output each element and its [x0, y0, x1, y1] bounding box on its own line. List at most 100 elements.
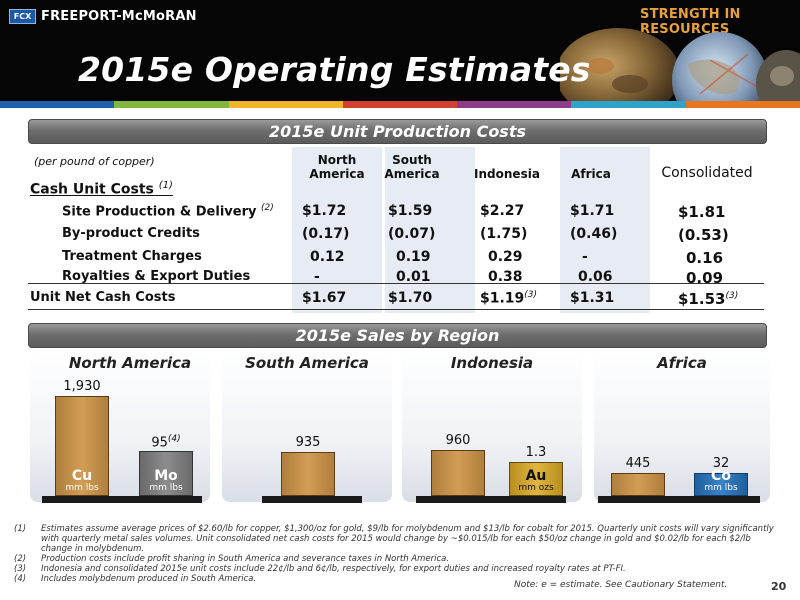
bar-value: 960	[445, 433, 471, 448]
bar-value: 935	[295, 435, 321, 450]
footnote: (3) Indonesia and consolidated 2015e unit…	[14, 564, 784, 574]
color-strip-segment	[571, 101, 686, 108]
cost-cell: (0.46)	[570, 226, 617, 242]
mineral-rock-globe-image	[560, 28, 800, 108]
bar-value: 1.3	[525, 445, 547, 460]
bar-value-label: 32	[684, 456, 758, 471]
cost-cell: (1.75)	[480, 226, 527, 242]
page-title: 2015e Operating Estimates	[78, 50, 591, 89]
bar-metal-label: Co mm lbs	[694, 468, 748, 494]
footnote-ref: (3)	[725, 291, 739, 301]
bar-value: 1,930	[63, 379, 101, 394]
total-rule-top	[28, 283, 764, 284]
bar-value-label: 1,930	[45, 379, 119, 394]
sales-bar-cobalt	[694, 473, 748, 496]
column-header-line: America	[309, 167, 365, 181]
bar-value-label: 1.3	[499, 445, 573, 460]
sales-bar-copper	[431, 450, 485, 496]
region-title-africa: Africa	[657, 354, 707, 372]
bar-baseline	[416, 496, 566, 503]
footnote-number: (4)	[14, 574, 27, 584]
color-strip-segment	[114, 101, 229, 108]
bar-value-label: 960	[421, 433, 495, 448]
cost-value: (0.53)	[678, 226, 729, 244]
cost-cell: 0.38	[488, 269, 523, 285]
cost-cell: (0.17)	[302, 226, 349, 242]
footnote: (2) Production costs include profit shari…	[14, 554, 784, 564]
cost-value: $1.71	[570, 203, 615, 219]
cost-cell: (0.07)	[388, 226, 435, 242]
footnote: (4) Includes molybdenum produced in South…	[14, 574, 784, 584]
cost-value: $1.72	[302, 203, 347, 219]
bar-baseline	[598, 496, 760, 503]
metal-symbol: Mo	[154, 468, 178, 484]
column-header-africa: Africa	[571, 167, 611, 181]
bar-value: 445	[625, 456, 651, 471]
cost-value: $1.67	[302, 290, 347, 306]
cost-cell: 0.19	[396, 249, 431, 265]
color-strip-segment	[228, 101, 343, 108]
row-label: Treatment Charges	[62, 249, 202, 264]
color-strip-segment	[685, 101, 800, 108]
cost-value: 0.29	[488, 249, 523, 265]
footnote-text: Includes molybdenum produced in South Am…	[41, 574, 257, 584]
cost-value: (0.07)	[388, 226, 436, 242]
column-header-north-america: North America	[292, 153, 382, 181]
cost-cell: 0.06	[578, 269, 613, 285]
sales-section-title: 2015e Sales by Region	[28, 323, 767, 348]
region-title-indonesia: Indonesia	[450, 354, 534, 372]
cost-cell: $1.81	[678, 203, 725, 221]
cost-value: 0.19	[396, 249, 431, 265]
bar-metal-label: Cu mm lbs	[55, 468, 109, 494]
row-label-text: Royalties & Export Duties	[62, 269, 251, 284]
region-title-south-america: South America	[245, 354, 369, 372]
total-rule-bottom	[28, 309, 764, 310]
metal-symbol: Co	[711, 468, 731, 484]
page-number: 20	[771, 580, 787, 593]
footnote-text: Estimates assume average prices of $2.60…	[41, 524, 774, 554]
footnote-number: (3)	[14, 564, 27, 574]
header-banner: FCX FREEPORT-McMoRAN STRENGTH IN RESOURC…	[0, 0, 800, 108]
sales-bar-copper	[55, 396, 109, 496]
cost-cell: -	[314, 269, 320, 285]
bar-value-label: 445	[601, 456, 675, 471]
row-label: Royalties & Export Duties	[62, 269, 250, 284]
cost-cell: $1.70	[388, 290, 432, 306]
metal-unit: mm lbs	[65, 483, 99, 493]
cost-cell: 0.01	[396, 269, 431, 285]
cost-cell: $2.27	[480, 203, 524, 219]
cost-value: (1.75)	[480, 226, 528, 242]
cost-cell: 0.29	[488, 249, 523, 265]
sales-bar-gold	[509, 462, 563, 496]
cost-value: 0.01	[396, 269, 431, 285]
column-shade	[560, 147, 650, 313]
bar-baseline	[262, 496, 362, 503]
sales-bar-copper	[281, 452, 335, 496]
tagline: STRENGTH IN RESOURCES	[640, 7, 741, 37]
bar-value-label: 935	[271, 435, 345, 450]
row-label-text: Treatment Charges	[62, 249, 202, 264]
footnote-ref: (4)	[167, 434, 181, 444]
estimate-note: Note: e = estimate. See Cautionary State…	[514, 580, 728, 590]
cost-cell: $1.71	[570, 203, 614, 219]
cost-cell: $1.53(3)	[678, 290, 738, 308]
cost-cell: 0.09	[686, 269, 723, 287]
metal-unit: mm ozs	[518, 483, 554, 493]
metal-symbol: Cu	[71, 468, 93, 484]
cost-cell: (0.53)	[678, 226, 729, 244]
row-label: Site Production & Delivery (2)	[62, 203, 274, 219]
cost-cell: 0.16	[686, 249, 723, 267]
cost-value: $1.53	[678, 290, 726, 308]
footnote: (1) Estimates assume average prices of $2…	[14, 524, 784, 554]
bar-baseline	[42, 496, 202, 503]
cost-value: $1.31	[570, 290, 615, 306]
cost-value: -	[314, 269, 320, 285]
cost-value: 0.16	[686, 249, 724, 267]
unit-costs-section-title: 2015e Unit Production Costs	[28, 119, 767, 144]
cost-value: -	[582, 249, 588, 265]
footnotes: (1) Estimates assume average prices of $2…	[14, 524, 784, 584]
sales-bar-copper	[611, 473, 665, 496]
footnote-ref: (3)	[524, 290, 538, 300]
cost-value: $1.81	[678, 203, 726, 221]
region-title-north-america: North America	[68, 354, 192, 372]
